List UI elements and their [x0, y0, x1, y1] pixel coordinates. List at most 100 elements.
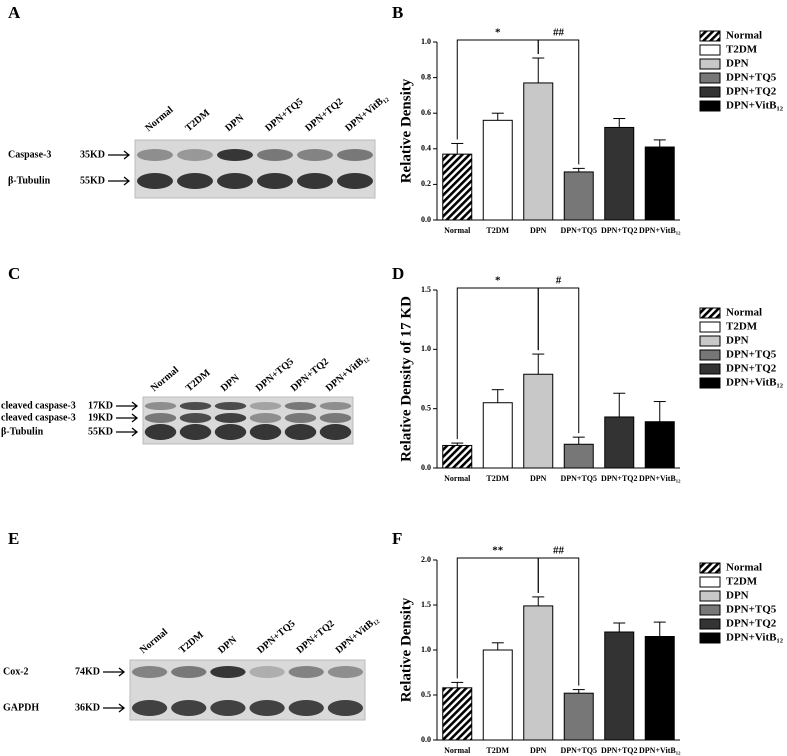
lane-label: T2DM — [183, 107, 212, 134]
protein-label: β-Tubulin — [8, 175, 51, 186]
legend-swatch — [699, 349, 721, 361]
lane-label: DPN+VitB₁₂ — [343, 92, 390, 134]
blot-band — [137, 149, 173, 161]
protein-label: Caspase-3 — [8, 149, 51, 160]
blot-band — [171, 666, 207, 678]
blot-band — [179, 413, 212, 423]
lane-label: Normal — [143, 104, 175, 134]
y-axis-label: Relative Density of 17 KD — [398, 296, 414, 462]
blot-band — [177, 173, 213, 189]
bar — [644, 146, 675, 221]
x-tick-label: DPN — [530, 226, 547, 235]
blot-band — [327, 700, 364, 716]
blot-band — [137, 173, 173, 189]
legend-swatch — [699, 44, 721, 56]
bar — [523, 373, 554, 469]
size-label: 55KD — [88, 426, 113, 437]
bar — [644, 421, 675, 469]
x-tick-label: DPN+TQ2 — [601, 746, 638, 755]
protein-label: cleaved caspase-3 — [1, 400, 76, 411]
x-tick-label: Normal — [444, 746, 471, 755]
x-tick-label: DPN+TQ5 — [560, 226, 597, 235]
blot-band — [288, 666, 324, 678]
legend-swatch — [699, 562, 721, 574]
blot-band — [249, 402, 282, 410]
legend-label: DPN+VitB₁₂ — [726, 100, 784, 112]
blot-band — [131, 700, 168, 716]
x-tick-label: DPN+VitB₁₂ — [639, 746, 681, 755]
y-tick-label: 0.0 — [421, 463, 431, 472]
blot-band — [144, 424, 177, 440]
bar — [442, 444, 473, 469]
y-tick-label: 2.0 — [421, 555, 431, 564]
legend-swatch — [699, 632, 721, 644]
bar — [644, 636, 675, 741]
arrow — [116, 413, 139, 423]
lane-label: T2DM — [177, 629, 206, 656]
lane-label: DPN+TQ5 — [254, 356, 296, 394]
legend-label: DPN — [726, 590, 749, 602]
y-tick-label: 0.4 — [421, 144, 431, 153]
y-tick-label: 0.5 — [421, 403, 431, 412]
blot-band — [297, 149, 333, 161]
legend-swatch — [699, 590, 721, 602]
significance-label: # — [556, 275, 562, 287]
bar — [604, 126, 635, 221]
y-tick-label: 1.0 — [421, 37, 431, 46]
legend-label: DPN — [726, 58, 749, 70]
x-tick-label: T2DM — [486, 226, 509, 235]
significance-label: * — [495, 27, 501, 39]
legend-swatch — [699, 604, 721, 616]
blot-band — [177, 149, 213, 161]
blot-band — [214, 413, 247, 423]
panel-letter: C — [8, 264, 20, 283]
arrow — [103, 667, 126, 677]
blot-band — [217, 173, 253, 189]
legend-swatch — [699, 30, 721, 42]
size-label: 19KD — [88, 412, 113, 423]
blot-band — [337, 173, 373, 189]
lane-label: DPN+TQ2 — [289, 356, 331, 394]
blot-band — [249, 700, 285, 716]
legend-swatch — [699, 100, 721, 112]
legend-label: T2DM — [726, 576, 758, 588]
blot-band — [319, 413, 352, 423]
panel-letter: D — [392, 264, 404, 283]
size-label: 36KD — [75, 702, 100, 713]
x-tick-label: DPN+TQ2 — [601, 226, 638, 235]
lane-label: DPN — [219, 372, 242, 394]
lane-label: DPN — [223, 112, 246, 134]
lane-label: DPN+TQ2 — [303, 96, 345, 134]
y-tick-label: 1.0 — [421, 645, 431, 654]
blot-band — [327, 666, 364, 678]
significance-label: * — [495, 275, 501, 287]
blot-band — [214, 402, 247, 410]
y-tick-label: 1.5 — [421, 285, 431, 294]
blot-band — [284, 413, 317, 423]
blot-band — [288, 700, 324, 716]
x-tick-label: Normal — [444, 474, 471, 483]
legend-label: Normal — [726, 307, 762, 319]
legend-swatch — [699, 72, 721, 84]
lane-label: DPN+VitB₁₂ — [324, 352, 371, 394]
arrow — [108, 176, 131, 186]
significance-bracket — [537, 287, 580, 434]
significance-label: ## — [553, 545, 565, 557]
blot-band — [210, 700, 246, 716]
blot-band — [319, 424, 352, 440]
significance-bracket — [537, 557, 580, 686]
y-axis-label: Relative Density — [398, 78, 414, 183]
protein-label: GAPDH — [3, 702, 39, 713]
x-tick-label: DPN+TQ2 — [601, 474, 638, 483]
legend-label: DPN+TQ2 — [726, 363, 777, 375]
y-tick-label: 0.6 — [421, 108, 431, 117]
blot-band — [144, 413, 177, 423]
blot-band — [179, 424, 212, 440]
size-label: 55KD — [80, 175, 105, 186]
protein-label: β-Tubulin — [1, 426, 44, 437]
bar — [563, 443, 594, 469]
x-tick-label: DPN — [530, 746, 547, 755]
arrow — [108, 150, 131, 160]
blot-band — [217, 149, 253, 161]
lane-label: DPN+VitB₁₂ — [334, 614, 381, 656]
